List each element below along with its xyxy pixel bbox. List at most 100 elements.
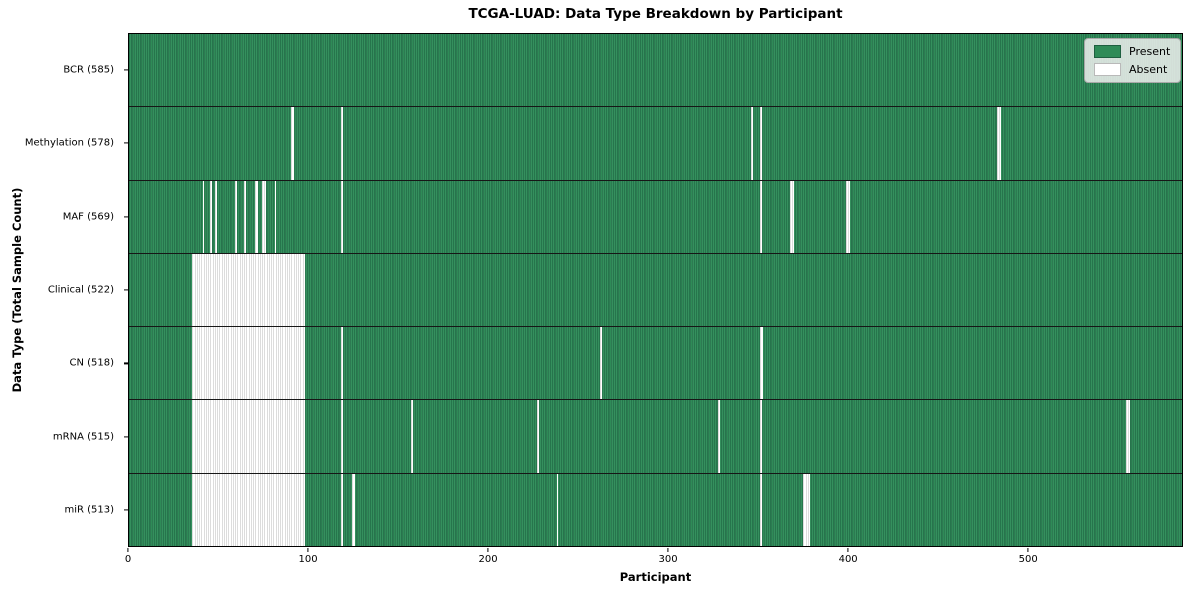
absent-cell xyxy=(249,327,252,400)
absent-cell xyxy=(236,400,239,473)
x-axis-title: Participant xyxy=(619,570,692,584)
absent-cell xyxy=(238,473,241,546)
absent-cell xyxy=(265,473,268,546)
absent-cell xyxy=(249,473,252,546)
absent-cell xyxy=(213,400,216,473)
heatmap-row-methylation xyxy=(129,107,1182,181)
absent-cell xyxy=(599,327,602,400)
absent-cell xyxy=(199,327,201,400)
y-tick-mark xyxy=(124,436,128,438)
absent-cell xyxy=(218,327,221,400)
absent-cell xyxy=(303,327,306,400)
y-tick-mark xyxy=(124,215,128,218)
absent-cell xyxy=(204,400,207,473)
absent-cell xyxy=(197,473,200,546)
absent-cell xyxy=(254,400,257,473)
absent-cell xyxy=(202,473,205,546)
absent-cell xyxy=(260,473,262,546)
absent-cell xyxy=(199,473,201,546)
y-tick-mark xyxy=(124,362,128,365)
absent-cell xyxy=(998,107,1001,180)
absent-cell xyxy=(292,253,295,327)
absent-cell xyxy=(218,253,221,327)
absent-cell xyxy=(200,400,203,473)
absent-cell xyxy=(272,253,275,327)
absent-cell xyxy=(996,107,999,180)
absent-cell xyxy=(272,400,275,473)
absent-cell xyxy=(718,400,721,473)
absent-cell xyxy=(213,473,216,546)
absent-cell xyxy=(204,473,207,546)
absent-cell xyxy=(263,253,266,327)
absent-cell xyxy=(267,253,270,327)
absent-cell xyxy=(197,253,200,327)
absent-cell xyxy=(222,253,225,327)
absent-cell xyxy=(285,253,288,327)
legend: Present Absent xyxy=(1084,38,1182,83)
absent-cell xyxy=(208,327,210,400)
absent-cell xyxy=(556,473,559,546)
absent-cell xyxy=(261,253,264,327)
x-tick-label-400: 400 xyxy=(838,554,858,565)
absent-cell xyxy=(278,327,280,400)
absent-cell xyxy=(193,327,196,400)
legend-item-absent: Absent xyxy=(1094,63,1170,76)
absent-cell xyxy=(199,400,201,473)
absent-cell xyxy=(290,473,293,546)
absent-cell xyxy=(303,253,306,327)
absent-cell xyxy=(290,400,293,473)
absent-cell xyxy=(222,400,225,473)
heatmap-row-mir xyxy=(129,473,1182,546)
heatmap-row-mrna xyxy=(129,400,1182,474)
absent-cell xyxy=(276,327,279,400)
absent-cell xyxy=(258,473,261,546)
absent-cell xyxy=(209,400,212,473)
x-tick-label-100: 100 xyxy=(298,554,318,565)
y-tick-label-mir: miR (513) xyxy=(64,504,114,516)
absent-cell xyxy=(251,327,253,400)
absent-cell xyxy=(341,180,343,253)
absent-cell xyxy=(217,327,219,400)
legend-swatch-absent-icon xyxy=(1094,63,1121,76)
absent-cell xyxy=(287,473,289,546)
y-tick-mark xyxy=(124,289,128,291)
absent-cell xyxy=(191,327,194,400)
absent-cell xyxy=(211,327,214,400)
absent-cell xyxy=(847,180,850,253)
absent-cell xyxy=(1126,400,1129,473)
absent-cell xyxy=(265,253,268,327)
absent-cell xyxy=(222,473,225,546)
absent-cell xyxy=(220,253,223,327)
absent-cell xyxy=(341,107,343,180)
absent-cell xyxy=(193,400,196,473)
absent-cell xyxy=(260,253,262,327)
absent-cell xyxy=(287,400,289,473)
absent-cell xyxy=(296,473,298,546)
absent-cell xyxy=(283,253,286,327)
x-tick-label-0: 0 xyxy=(124,554,132,565)
heatmap-row-bcr xyxy=(129,34,1182,108)
absent-cell xyxy=(258,253,261,327)
absent-cell xyxy=(536,400,539,473)
legend-label-present: Present xyxy=(1129,45,1171,58)
legend-swatch-present-icon xyxy=(1094,45,1121,58)
x-tick-mark xyxy=(667,548,669,552)
absent-cell xyxy=(238,253,241,327)
absent-cell xyxy=(283,400,286,473)
absent-cell xyxy=(236,253,239,327)
y-tick-mark xyxy=(124,69,128,71)
heatmap-row-clinical xyxy=(129,253,1182,328)
absent-cell xyxy=(287,327,289,400)
absent-cell xyxy=(252,253,255,327)
absent-cell xyxy=(272,473,275,546)
absent-cell xyxy=(260,327,262,400)
absent-cell xyxy=(236,473,239,546)
absent-cell xyxy=(206,400,209,473)
absent-cell xyxy=(247,473,250,546)
x-tick-label-300: 300 xyxy=(658,554,678,565)
y-tick-label-mrna: mRNA (515) xyxy=(52,431,114,443)
absent-cell xyxy=(202,253,205,327)
absent-cell xyxy=(191,400,194,473)
absent-cell xyxy=(231,327,234,400)
